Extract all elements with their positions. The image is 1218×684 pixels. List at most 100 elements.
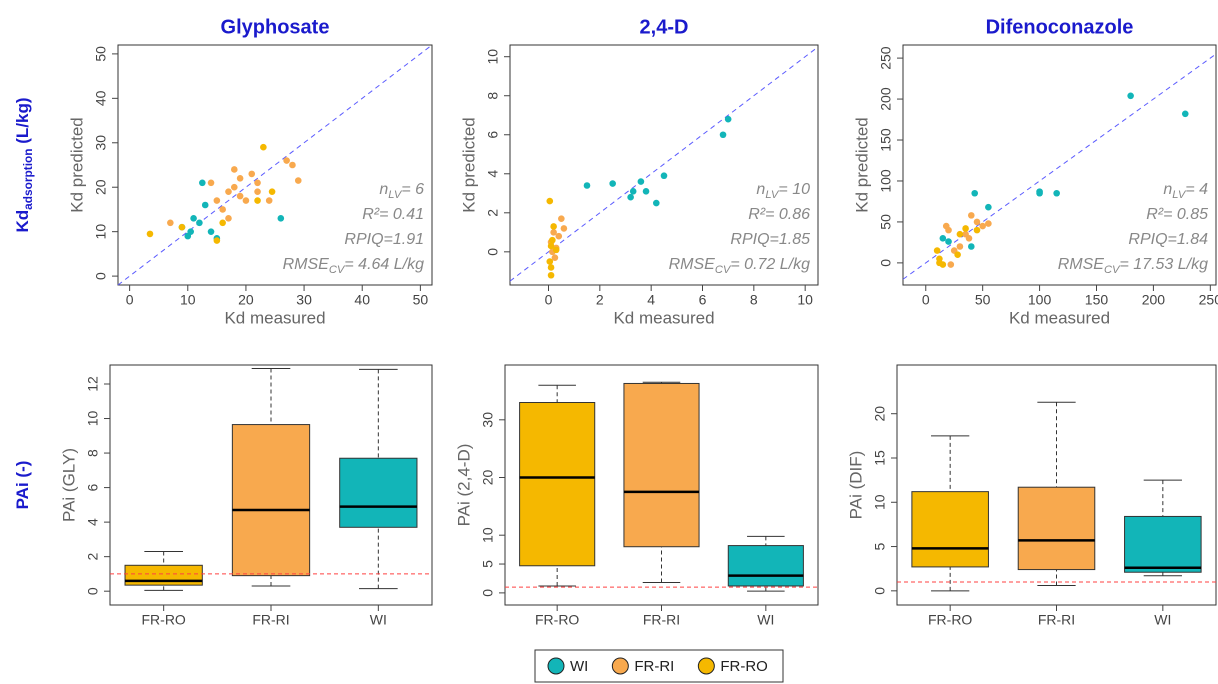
row-label-part: PAi (-) — [13, 461, 32, 510]
point — [954, 251, 961, 258]
x-tick-label: WI — [757, 612, 774, 628]
x-tick-label: 200 — [1142, 292, 1166, 308]
legend-label: FR-RI — [634, 658, 674, 675]
x-tick-label: FR-RO — [142, 612, 186, 628]
y-tick-label: 0 — [485, 248, 501, 256]
y-axis-title: PAi (DIF) — [846, 451, 865, 520]
y-tick-label: 100 — [878, 169, 894, 193]
point — [277, 215, 285, 222]
point — [945, 238, 952, 245]
point — [642, 188, 650, 195]
y-tick-label: 30 — [93, 135, 109, 151]
y-tick-label: 10 — [85, 411, 101, 427]
annotation-part: n — [756, 181, 765, 198]
row-label-part: (L/kg) — [13, 97, 32, 148]
y-tick-label: 8 — [85, 449, 101, 457]
point — [201, 201, 209, 209]
y-tick-label: 10 — [872, 494, 888, 510]
x-tick-label: 40 — [354, 292, 370, 308]
annotation: nLV= 6 — [379, 181, 424, 201]
annotation-part: CV — [1104, 264, 1121, 276]
annotation-part: RMSE — [1058, 256, 1105, 273]
point — [199, 179, 206, 187]
annotation: nLV= 4 — [1163, 181, 1208, 201]
annotation-part: R²= 0.41 — [362, 206, 424, 223]
point — [933, 247, 941, 254]
point — [1053, 189, 1060, 197]
annotation-part: CV — [329, 264, 346, 276]
point — [979, 222, 986, 230]
point — [956, 243, 964, 250]
box — [1017, 486, 1096, 571]
point — [947, 261, 955, 268]
x-axis-title: Kd measured — [1009, 308, 1110, 327]
point — [967, 243, 975, 250]
y-tick-label: 20 — [872, 406, 888, 422]
row-label-part: adsorption — [21, 148, 35, 209]
plot-box — [509, 44, 819, 286]
point — [583, 182, 591, 189]
y-tick-label: 2 — [85, 553, 101, 561]
x-tick-label: 250 — [1199, 292, 1218, 308]
box — [339, 457, 418, 528]
identity-line — [117, 44, 433, 286]
point — [213, 197, 221, 204]
point — [967, 212, 975, 219]
point — [242, 197, 250, 204]
annotation-part: R²= 0.85 — [1146, 206, 1208, 223]
annotation-part: = 17.53 L/kg — [1119, 256, 1208, 273]
legend-box — [534, 649, 784, 683]
annotation: R²= 0.86 — [748, 206, 810, 223]
point — [660, 172, 668, 180]
point — [552, 246, 560, 254]
x-tick-label: FR-RI — [1038, 612, 1075, 628]
panel-title: 2,4-D — [640, 16, 689, 38]
identity-line — [902, 53, 1217, 280]
point — [629, 188, 637, 195]
y-tick-label: 150 — [878, 128, 894, 152]
y-axis-title: Kd predicted — [459, 117, 478, 212]
y-tick-label: 30 — [480, 412, 496, 428]
point — [962, 225, 969, 232]
y-tick-label: 6 — [485, 131, 501, 139]
y-tick-label: 2 — [485, 209, 501, 217]
plot-box — [117, 44, 433, 286]
point — [289, 161, 296, 169]
point — [1036, 188, 1043, 195]
box — [124, 564, 203, 586]
point — [558, 215, 565, 222]
y-axis-title: PAi (2,4-D) — [454, 444, 473, 527]
box — [231, 424, 311, 577]
point — [230, 183, 238, 191]
point — [254, 188, 261, 195]
box — [519, 402, 596, 567]
point — [724, 115, 732, 123]
panel-title: Difenoconazole — [986, 16, 1134, 38]
point — [550, 223, 557, 230]
y-tick-label: 10 — [480, 527, 496, 543]
x-tick-label: 50 — [975, 292, 991, 308]
y-tick-label: 4 — [85, 518, 101, 526]
y-tick-label: 5 — [872, 542, 888, 550]
point — [551, 254, 559, 261]
point — [230, 166, 238, 173]
x-tick-label: 10 — [797, 292, 813, 308]
annotation-part: R²= 0.86 — [748, 206, 810, 223]
x-tick-label: 0 — [922, 292, 930, 308]
point — [225, 188, 232, 195]
annotation-part: LV — [1172, 189, 1187, 201]
annotation: RPIQ=1.84 — [1128, 231, 1208, 248]
x-tick-label: 100 — [1028, 292, 1052, 308]
point — [971, 189, 979, 197]
annotation-part: n — [379, 181, 388, 198]
x-tick-label: 20 — [238, 292, 254, 308]
annotation-part: = 4 — [1185, 181, 1208, 198]
point — [985, 220, 992, 227]
point — [547, 264, 555, 271]
point — [956, 230, 964, 238]
box — [727, 545, 804, 587]
point — [637, 178, 645, 185]
identity-line — [509, 46, 819, 282]
annotation-part: = 10 — [778, 181, 810, 198]
point — [187, 228, 194, 235]
